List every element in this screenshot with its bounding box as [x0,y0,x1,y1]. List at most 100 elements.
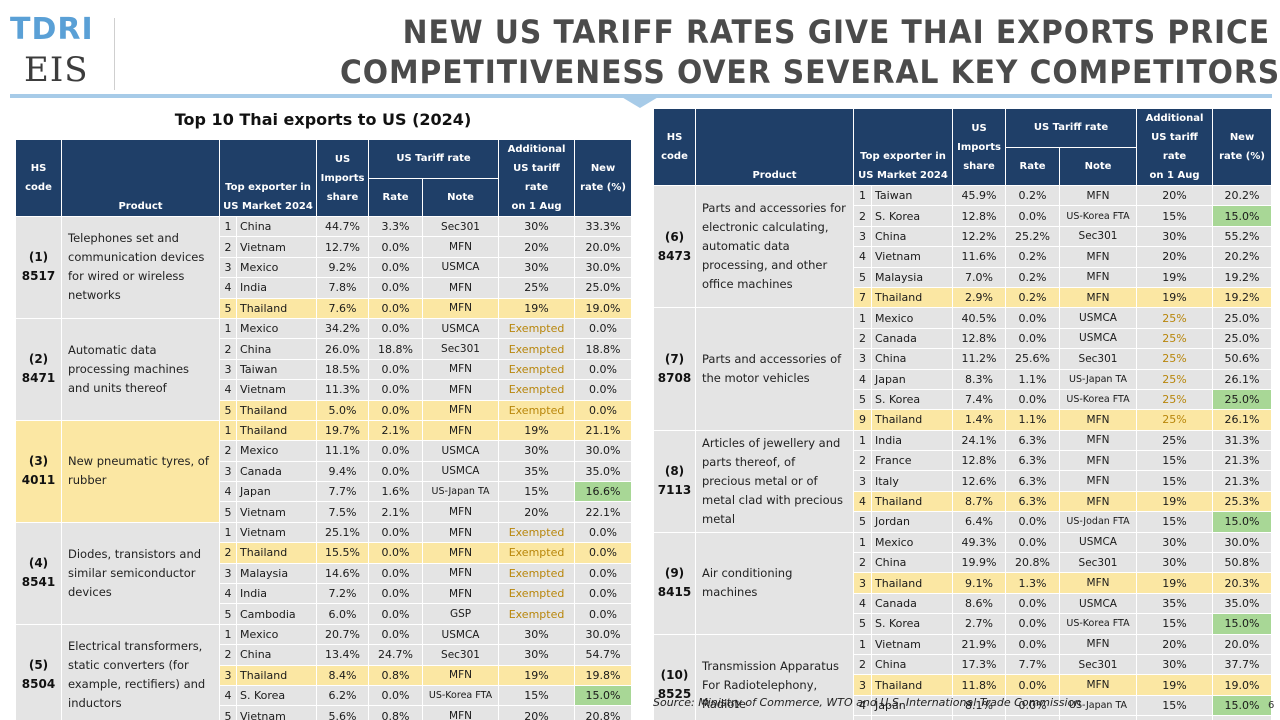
exporter-country-cell: Mexico [235,440,318,462]
page-title: NEW US TARIFF RATES GIVE THAI EXPORTS PR… [270,12,1279,92]
table-row: 5 Vietnam 5.6% 0.8% MFN 20% 20.8% [16,705,633,720]
additional-rate-cell: Exempted [498,542,576,564]
new-rate-cell: 21.3% [1212,470,1273,492]
tariff-note-cell: MFN [422,501,500,523]
header-hs-code: HS code [653,108,696,186]
header-additional-rate-text: Additional [507,144,566,155]
hs-code-text: (4) [28,556,49,571]
table-row: 4 S. Korea 6.2% 0.0% US-Korea FTA 15% 15.0% [16,684,633,707]
new-rate-cell: 0.0% [574,379,633,401]
table-row: 5 S. Korea 7.4% 0.0% US-Korea FTA 25% 25.0% [654,388,1273,411]
exporter-country-cell: Mexico [870,531,954,554]
new-rate-cell: 30.0% [574,440,633,462]
new-rate-cell: 26.1% [1212,409,1273,431]
rank-cell: 4 [219,277,237,299]
tariff-rate-cell: 0.2% [1005,286,1061,309]
additional-rate-cell: 20% [1136,246,1214,268]
table-row: 4 Canada 8.6% 0.0% USMCA 35% 35.0% [654,592,1273,615]
rank-cell: 1 [853,531,872,554]
additional-rate-cell: Exempted [498,583,576,605]
additional-rate-cell: 19% [498,419,576,442]
tariff-note-cell: MFN [422,297,500,319]
hs-code-text: 8473 [657,248,692,263]
additional-rate-cell: 20% [1136,184,1214,207]
hs-code-text: 8541 [21,575,56,590]
rank-cell: 5 [853,511,872,533]
rank-cell: 4 [219,583,237,605]
imports-share-cell: 20.7% [316,623,370,646]
hs-code-text: (8) [664,464,685,479]
new-rate-cell: 15.0% [1212,511,1273,533]
imports-share-cell: 25.1% [316,521,370,544]
table-row: 5 Jordan 6.4% 0.0% US-Jodan FTA 15% 15.0% [654,511,1273,533]
table-row: 2 S. Korea 12.8% 0.0% US-Korea FTA 15% 15.0% [654,205,1273,227]
additional-rate-cell: 19% [1136,572,1214,594]
additional-rate-cell: 19% [1136,266,1214,288]
table-row: 9 Thailand 1.4% 1.1% MFN 25% 26.1% [654,409,1273,431]
header-note: Note [1059,146,1138,186]
table-row: (2) 8471 Automatic data processing machine… [15,317,633,421]
new-rate-cell: 20.3% [1212,572,1273,594]
tariff-note-cell: US-Korea FTA [422,684,500,707]
rank-cell: 1 [853,633,872,655]
table-row: 3 Malaysia 14.6% 0.0% MFN Exempted 0.0% [16,562,633,585]
tariff-rate-cell: 0.0% [368,542,424,564]
tariff-rate-cell: 0.0% [368,379,424,401]
exporter-country-cell: Italy [870,470,954,492]
hs-code-text: (6) [664,229,685,244]
rank-cell: 2 [853,552,872,574]
exporter-country-cell: Vietnam [235,501,318,523]
tariff-rate-cell: 0.0% [1005,511,1061,533]
table-row: (6) 8473 Parts and accessories for electro… [653,184,1273,309]
imports-share-cell: 26.0% [316,338,370,360]
exporter-country-cell: Thailand [870,286,954,309]
imports-share-cell: 12.8% [952,450,1007,472]
new-rate-cell: 35.0% [1212,592,1273,615]
exporter-country-cell: Cambodia [235,603,318,625]
table-row: (4) 8541 Diodes, transistors and similar s… [15,521,633,625]
exporter-country-cell: Japan [235,481,318,503]
tariff-rate-cell: 0.2% [1005,266,1061,288]
new-rate-cell: 50.6% [1212,348,1273,370]
tariff-note-cell: US-Japan TA [422,481,500,503]
tariff-note-cell: Sec301 [422,644,500,666]
rank-cell: 5 [853,388,872,411]
additional-rate-cell: 30% [498,644,576,666]
new-rate-cell: 0.0% [574,542,633,564]
tariff-note-cell: MFN [1059,490,1138,513]
hs-code-text: 8525 [657,687,692,702]
additional-rate-cell: 15% [1136,205,1214,227]
tariff-rate-cell: 0.0% [368,521,424,544]
exporter-country-cell: Thailand [870,572,954,594]
header-imports-share: US Imports share [316,139,370,217]
tariff-rate-cell: 3.3% [368,215,424,238]
exporter-country-cell: S. Korea [870,205,954,227]
tariff-note-cell: Sec301 [422,215,500,238]
imports-share-cell: 11.1% [316,440,370,462]
table-row: (10) 8525 Transmission Apparatus For Radio… [653,633,1273,720]
tariff-rate-cell: 0.8% [368,705,424,720]
exporter-country-cell: Thailand [870,409,954,431]
rank-cell: 9 [853,409,872,431]
rank-cell: 3 [219,358,237,381]
tariff-note-cell: MFN [422,562,500,585]
exporter-country-cell: Thailand [235,664,318,686]
tariff-note-cell: Sec301 [1059,348,1138,370]
imports-share-cell: 12.2% [952,225,1007,248]
rank-cell: 1 [853,307,872,329]
new-rate-cell: 0.0% [574,583,633,605]
imports-share-cell: 7.6% [316,297,370,319]
exporter-country-cell: China [870,653,954,676]
exporter-country-cell: Canada [870,592,954,615]
imports-share-cell: 17.3% [952,653,1007,676]
tariff-rate-cell: 6.3% [1005,429,1061,452]
table-row: 5 Malaysia 7.0% 0.2% MFN 19% 19.2% [654,266,1273,288]
exporter-country-cell: Malaysia [870,266,954,288]
tariff-rate-cell: 0.0% [1005,307,1061,329]
header-top-exporter: Top exporter in US Market 2024 [852,108,954,186]
tariff-note-cell: USMCA [1059,531,1138,554]
imports-share-cell: 5.0% [316,399,370,421]
hs-code-text: (3) [28,454,49,469]
header-top-exporter: Top exporter in US Market 2024 [218,139,318,217]
